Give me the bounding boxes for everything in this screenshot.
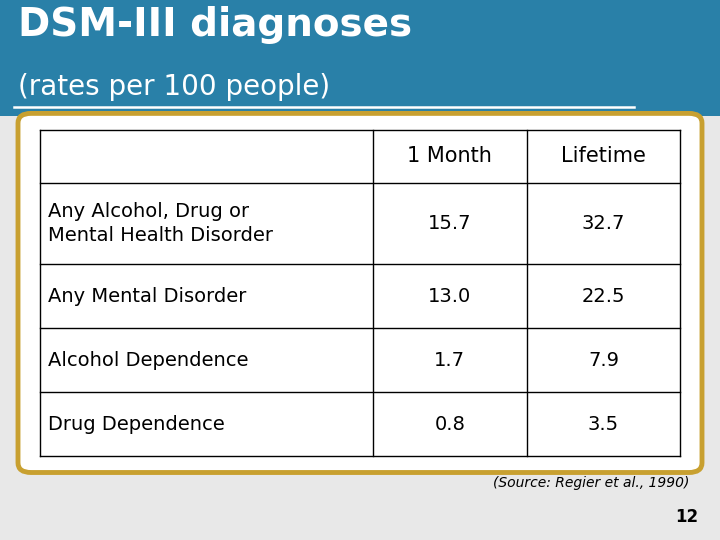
Text: 22.5: 22.5: [582, 287, 625, 306]
Text: 7.9: 7.9: [588, 351, 619, 370]
Text: 3.5: 3.5: [588, 415, 619, 434]
Text: 1 Month: 1 Month: [408, 146, 492, 166]
Text: (rates per 100 people): (rates per 100 people): [18, 73, 330, 101]
FancyBboxPatch shape: [18, 113, 702, 472]
Text: 13.0: 13.0: [428, 287, 472, 306]
Text: Drug Dependence: Drug Dependence: [48, 415, 225, 434]
Text: Any Mental Disorder: Any Mental Disorder: [48, 287, 247, 306]
Text: 12: 12: [675, 509, 698, 526]
Text: Alcohol Dependence: Alcohol Dependence: [48, 351, 248, 370]
Text: Lifetime: Lifetime: [561, 146, 646, 166]
Text: Any Alcohol, Drug or
Mental Health Disorder: Any Alcohol, Drug or Mental Health Disor…: [48, 202, 274, 246]
Text: 1.7: 1.7: [434, 351, 465, 370]
Text: DSM-III diagnoses: DSM-III diagnoses: [18, 6, 412, 44]
Text: 32.7: 32.7: [582, 214, 625, 233]
Text: 0.8: 0.8: [434, 415, 465, 434]
Text: (Source: Regier et al., 1990): (Source: Regier et al., 1990): [492, 476, 689, 490]
Text: 15.7: 15.7: [428, 214, 472, 233]
